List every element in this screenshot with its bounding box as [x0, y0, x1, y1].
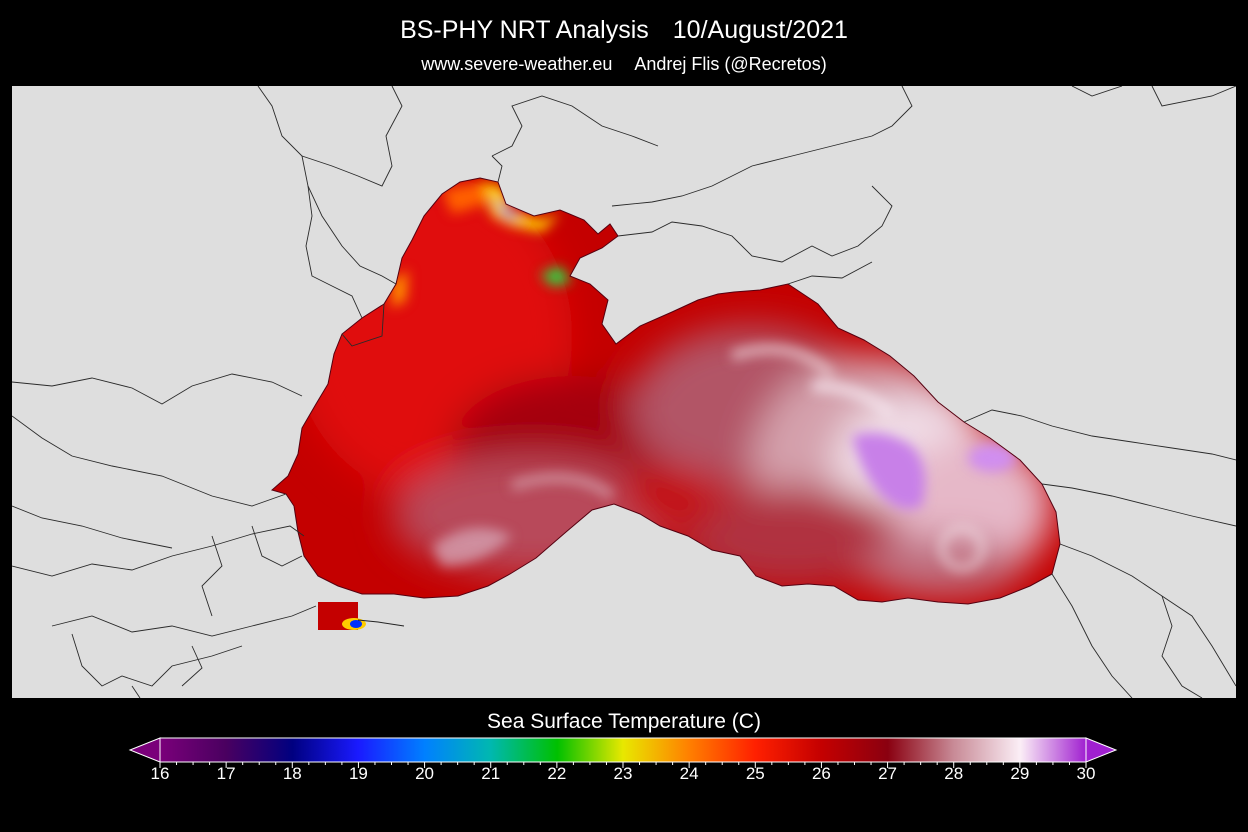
title-date: 10/August/2021	[672, 16, 848, 44]
sea-coastline	[270, 177, 1061, 605]
title: BS-PHY NRT Analysis 10/August/2021	[0, 16, 1248, 45]
colorbar-tick-label: 18	[282, 764, 302, 783]
subtitle-author: Andrej Flis (@Recretos)	[634, 54, 827, 74]
colorbar-minor-ticks	[159, 762, 1087, 768]
colorbar-tick-label: 24	[679, 764, 699, 783]
colorbar-label: Sea Surface Temperature (C)	[487, 710, 761, 733]
colorbar-gradient	[159, 737, 1087, 763]
colorbar-min-arrow	[128, 737, 161, 763]
colorbar-tick-label: 16	[150, 764, 170, 783]
colorbar-tick-label: 27	[878, 764, 898, 783]
sst-map	[12, 86, 1236, 698]
sst-field	[272, 178, 1060, 604]
colorbar-tick-label: 19	[348, 764, 368, 783]
colorbar-tick-label: 28	[944, 764, 964, 783]
colorbar-tick-label: 26	[811, 764, 831, 783]
colorbar-tick-label: 21	[481, 764, 501, 783]
colorbar-tick-label: 30	[1076, 764, 1096, 783]
colorbar-tick-label: 17	[216, 764, 236, 783]
colorbar-max-arrow	[1085, 737, 1118, 763]
colorbar-tick-label: 25	[745, 764, 765, 783]
colorbar-ticks: 16 17 18 19 20 21 22 23 24 25 26 27 28 29 30	[0, 764, 1248, 790]
colorbar-tick-label: 22	[547, 764, 567, 783]
colorbar-tick-label: 29	[1010, 764, 1030, 783]
colorbar-tick-label: 23	[613, 764, 633, 783]
marmara-sea	[318, 602, 405, 630]
subtitle-website: www.severe-weather.eu	[421, 54, 613, 74]
title-product: BS-PHY NRT Analysis	[400, 16, 649, 44]
colorbar	[128, 737, 1118, 768]
sst-map-canvas	[12, 86, 1236, 698]
country-borders	[12, 86, 1236, 698]
colorbar-tick-label: 20	[415, 764, 435, 783]
subtitle: www.severe-weather.eu Andrej Flis (@Recre…	[0, 54, 1248, 75]
